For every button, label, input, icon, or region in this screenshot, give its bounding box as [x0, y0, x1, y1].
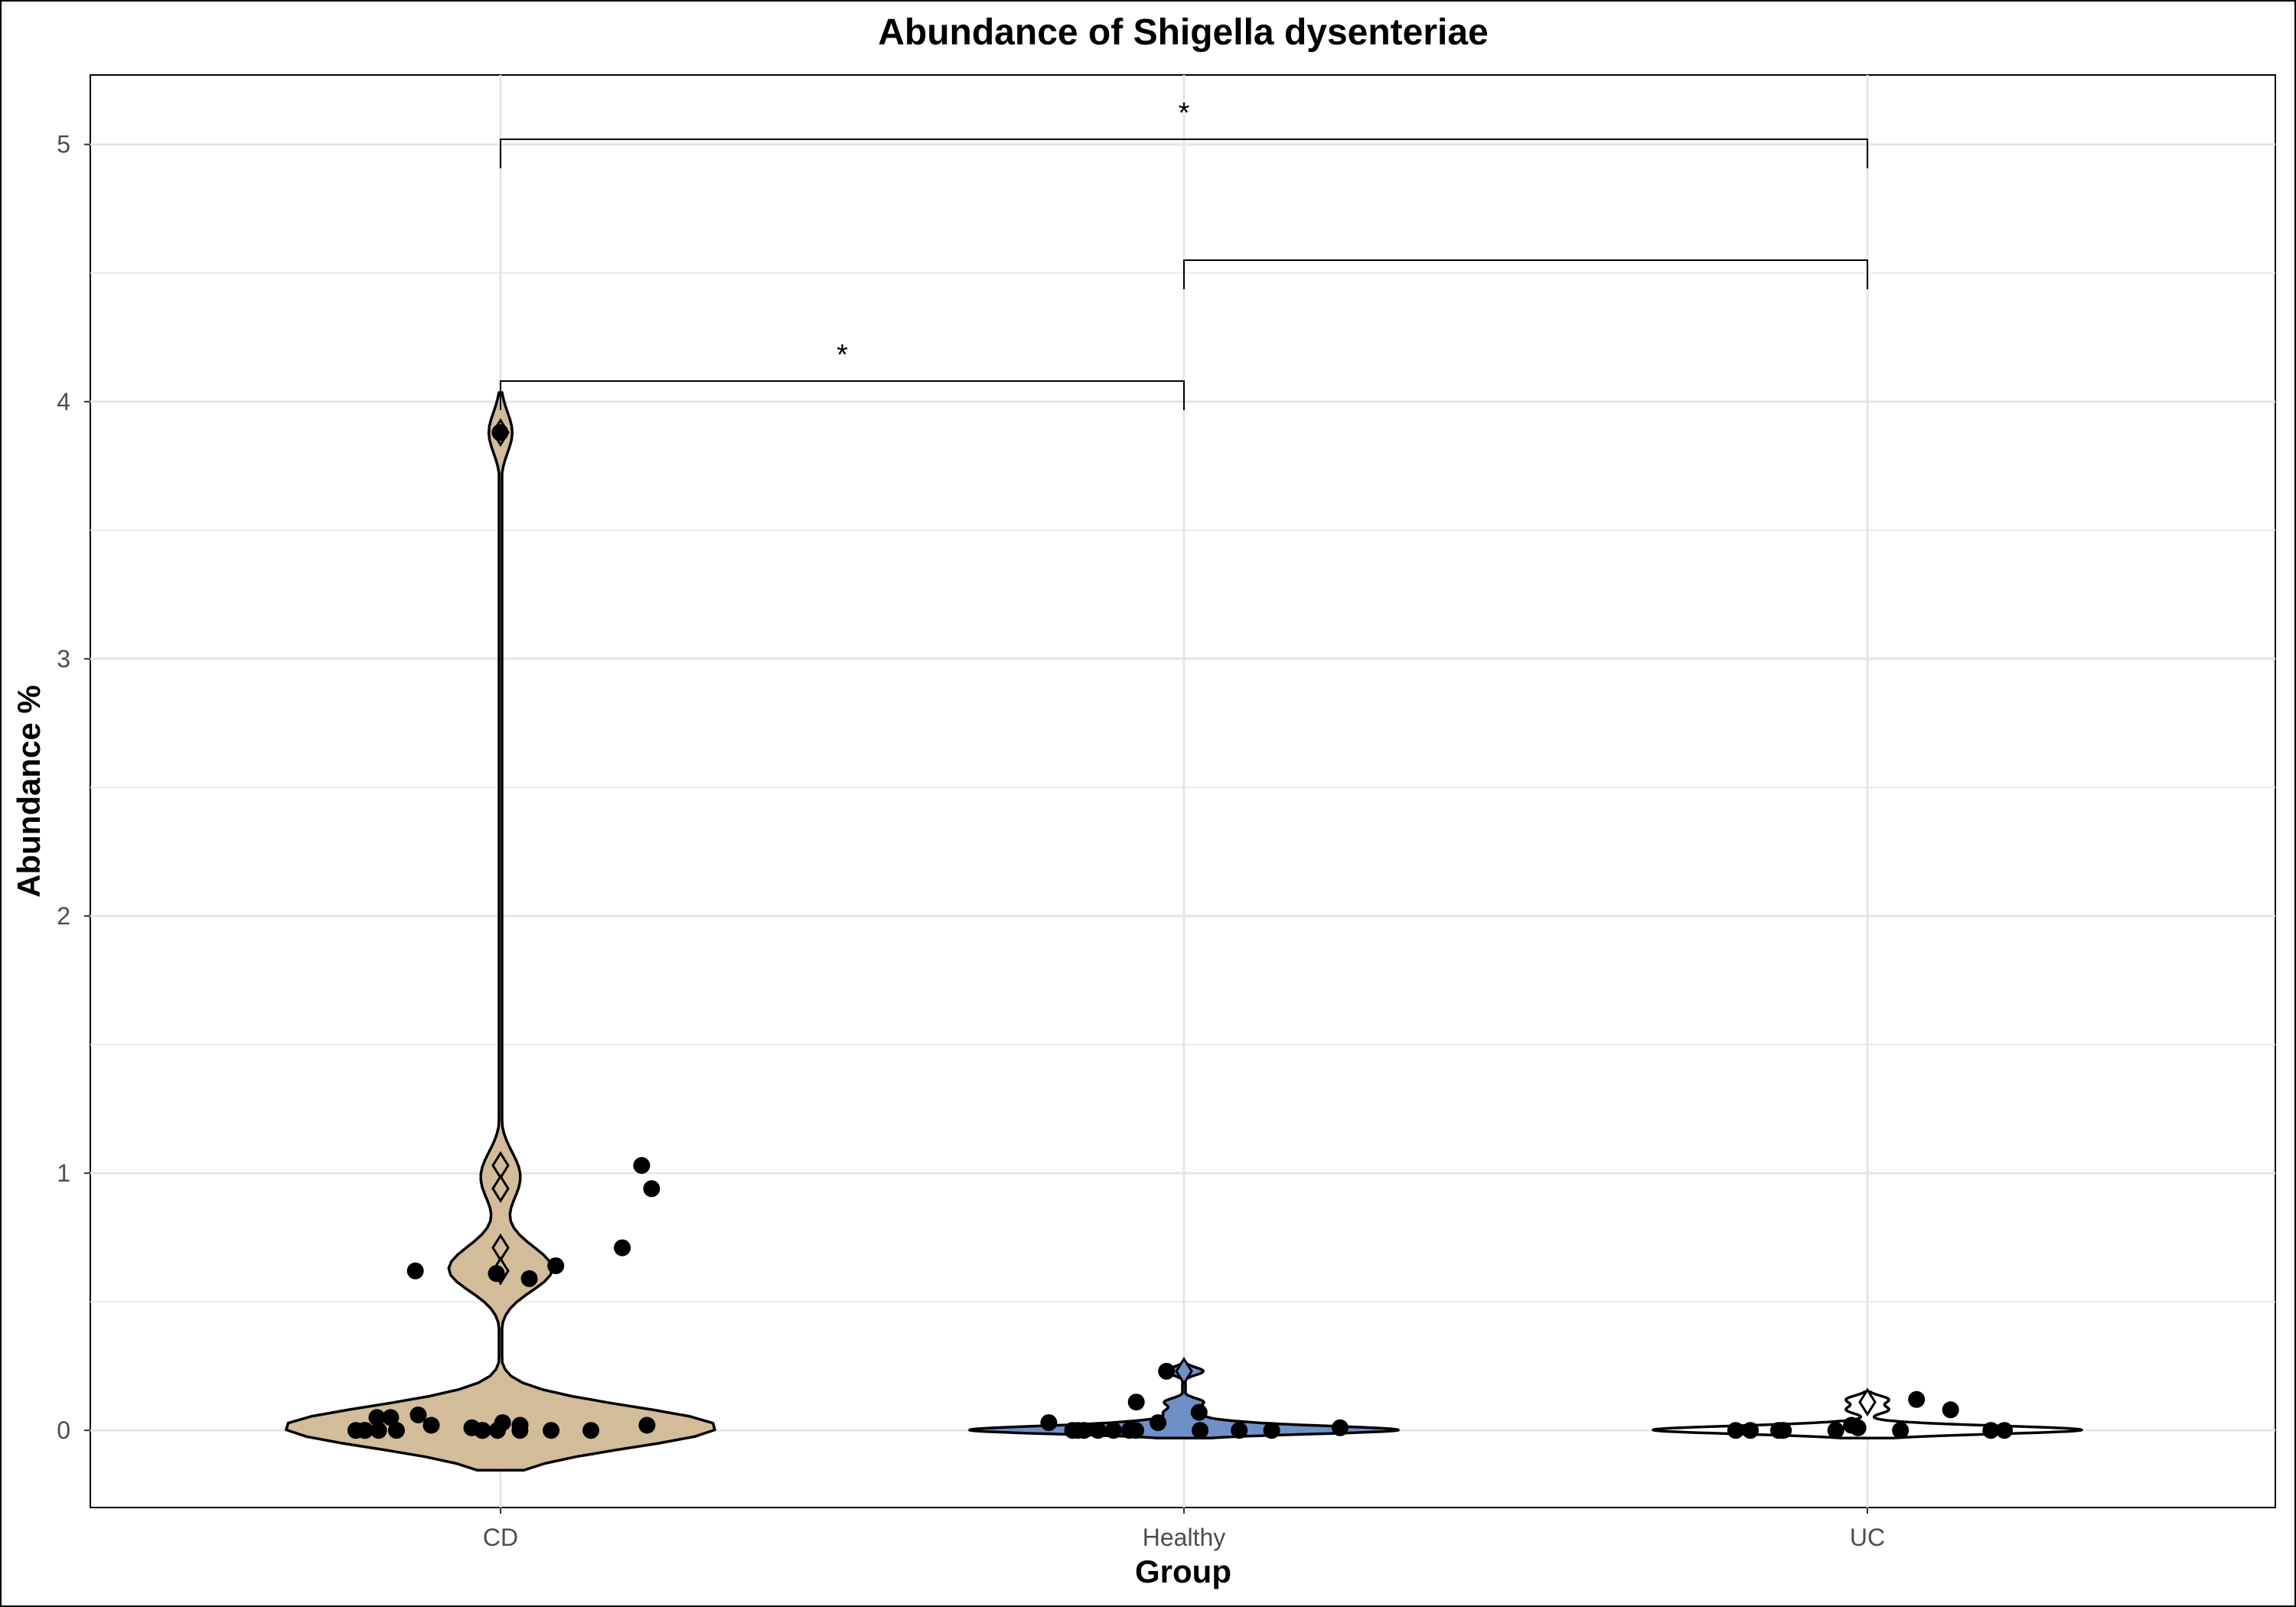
data-point — [1127, 1422, 1144, 1439]
data-point — [409, 1407, 427, 1423]
data-point — [1942, 1401, 1959, 1419]
data-point — [1770, 1422, 1787, 1439]
y-tick-label: 4 — [57, 388, 70, 416]
comparison-bracket — [500, 139, 1868, 169]
comparison-bracket — [500, 380, 1185, 410]
data-point — [1190, 1403, 1208, 1421]
significance-label: * — [837, 339, 848, 371]
data-point — [1332, 1419, 1349, 1436]
data-point — [1104, 1422, 1122, 1439]
violin-marker — [491, 1174, 510, 1204]
y-tick-label: 2 — [57, 902, 70, 930]
data-point — [1727, 1422, 1744, 1439]
violin-cd — [285, 391, 716, 1472]
data-point — [474, 1422, 491, 1439]
data-point — [347, 1422, 364, 1439]
data-point — [1231, 1422, 1248, 1439]
data-point — [520, 1270, 538, 1287]
data-point — [382, 1409, 400, 1426]
data-point — [388, 1422, 405, 1439]
data-point — [547, 1257, 565, 1275]
x-axis-ticks: CD Healthy UC — [483, 1508, 1885, 1551]
x-tick-label: CD — [483, 1524, 518, 1551]
data-point — [1892, 1422, 1910, 1439]
data-point — [1996, 1422, 2013, 1439]
data-point — [368, 1409, 386, 1426]
data-point — [614, 1239, 631, 1257]
x-tick-label: Healthy — [1143, 1524, 1226, 1551]
y-tick-label: 0 — [57, 1416, 70, 1444]
x-axis-title: Group — [1135, 1553, 1231, 1589]
data-point — [488, 1265, 505, 1283]
data-point — [1040, 1414, 1058, 1432]
y-tick-label: 1 — [57, 1159, 70, 1187]
chart-title: Abundance of Shigella dysenteriae — [878, 12, 1489, 53]
data-point — [511, 1422, 529, 1439]
significance-brackets: ** — [500, 97, 1868, 410]
data-point — [491, 424, 509, 442]
y-tick-label: 3 — [57, 645, 70, 673]
comparison-bracket — [1183, 259, 1868, 289]
data-point — [406, 1262, 424, 1279]
data-points — [347, 424, 2013, 1439]
data-point — [1742, 1422, 1760, 1439]
data-point — [643, 1180, 660, 1198]
data-point — [1827, 1422, 1844, 1439]
data-point — [1908, 1390, 1926, 1408]
data-point — [638, 1416, 656, 1434]
data-point — [633, 1157, 651, 1174]
y-axis-title: Abundance % — [11, 685, 47, 898]
violin-marker — [1858, 1387, 1877, 1417]
data-point — [1982, 1422, 2000, 1439]
data-point — [1263, 1422, 1280, 1439]
data-point — [1843, 1416, 1861, 1434]
significance-label: * — [1179, 97, 1190, 129]
data-point — [1150, 1414, 1167, 1432]
data-point — [370, 1422, 387, 1439]
data-point — [1064, 1422, 1081, 1439]
data-point — [422, 1416, 440, 1434]
data-point — [1089, 1422, 1107, 1439]
y-tick-label: 5 — [57, 131, 70, 158]
data-point — [582, 1422, 600, 1439]
data-point — [1158, 1362, 1176, 1380]
violin-marker — [1175, 1357, 1193, 1386]
y-axis-ticks: 0 1 2 3 4 5 — [57, 131, 90, 1444]
data-point — [543, 1422, 560, 1439]
x-tick-label: UC — [1850, 1524, 1885, 1551]
data-point — [1127, 1393, 1145, 1411]
data-point — [494, 1414, 511, 1432]
data-point — [1192, 1422, 1209, 1439]
